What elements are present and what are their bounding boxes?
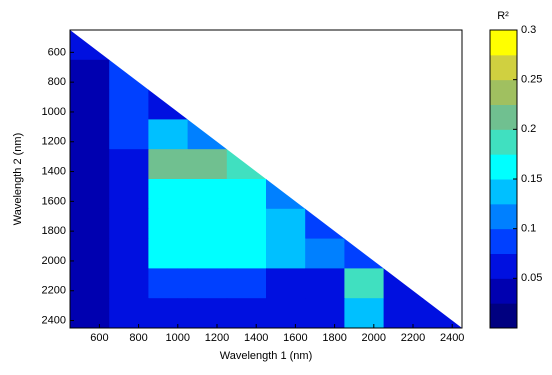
colorbar-segment — [490, 204, 517, 229]
heatmap-cell — [188, 149, 228, 179]
heatmap-cell — [109, 119, 149, 149]
colorbar-segment — [490, 179, 517, 204]
heatmap-cell — [188, 239, 228, 269]
colorbar-segment — [490, 30, 517, 55]
colorbar-tick-label: 0.15 — [521, 173, 542, 185]
colorbar-segment — [490, 303, 517, 328]
y-tick-label: 2200 — [42, 285, 66, 297]
heatmap-cell — [305, 209, 345, 239]
heatmap-cell — [188, 209, 228, 239]
heatmap-cell — [109, 60, 149, 90]
heatmap-cell — [109, 149, 149, 179]
heatmap-cell — [70, 60, 110, 90]
heatmap-cell — [188, 119, 228, 149]
heatmap-cell — [109, 239, 149, 269]
heatmap-cell — [344, 298, 384, 328]
heatmap-cell — [266, 209, 306, 239]
heatmap-cell — [188, 298, 228, 328]
colorbar-tick-label: 0.1 — [521, 223, 536, 235]
heatmap-cell — [148, 268, 188, 298]
x-tick-label: 1200 — [205, 332, 229, 344]
heatmap-cell — [148, 90, 188, 120]
heatmap-cell — [227, 298, 267, 328]
heatmap-cell — [227, 149, 267, 179]
x-tick-label: 1000 — [166, 332, 190, 344]
x-tick-label: 2400 — [440, 332, 464, 344]
heatmap-cell — [344, 239, 384, 269]
y-tick-label: 1200 — [42, 136, 66, 148]
x-tick-label: 2200 — [401, 332, 425, 344]
y-tick-label: 800 — [48, 76, 66, 88]
heatmap-cell — [305, 268, 345, 298]
heatmap — [70, 30, 463, 329]
heatmap-cell — [70, 209, 110, 239]
chart: Wavelength 1 (nm) Wavelength 2 (nm) R² 6… — [0, 0, 552, 370]
heatmap-cell — [109, 209, 149, 239]
heatmap-cell — [266, 239, 306, 269]
x-tick-label: 600 — [90, 332, 108, 344]
heatmap-cell — [148, 209, 188, 239]
heatmap-cell — [148, 149, 188, 179]
heatmap-cell — [227, 268, 267, 298]
colorbar-segment — [490, 129, 517, 154]
heatmap-cell — [70, 239, 110, 269]
y-tick-label: 2400 — [42, 314, 66, 326]
heatmap-cell — [188, 179, 228, 209]
heatmap-cell — [188, 268, 228, 298]
y-tick-label: 1400 — [42, 165, 66, 177]
x-tick-label: 1600 — [283, 332, 307, 344]
heatmap-cell — [305, 298, 345, 328]
colorbar-label: R² — [497, 10, 509, 22]
heatmap-cell — [109, 268, 149, 298]
heatmap-cell — [109, 179, 149, 209]
heatmap-cell — [70, 179, 110, 209]
heatmap-cell — [305, 239, 345, 269]
y-tick-label: 2000 — [42, 255, 66, 267]
y-tick-label: 600 — [48, 46, 66, 58]
heatmap-cell — [227, 179, 267, 209]
heatmap-cell — [109, 298, 149, 328]
colorbar-segment — [490, 55, 517, 80]
heatmap-cell — [423, 298, 463, 328]
heatmap-cell — [109, 90, 149, 120]
y-axis-label: Wavelength 2 (nm) — [12, 133, 24, 226]
colorbar-segment — [490, 154, 517, 179]
heatmap-cell — [70, 119, 110, 149]
heatmap-cell — [266, 298, 306, 328]
colorbar-segment — [490, 105, 517, 130]
heatmap-cell — [148, 179, 188, 209]
colorbar-segment — [490, 278, 517, 303]
x-tick-label: 2000 — [362, 332, 386, 344]
x-axis-label: Wavelength 1 (nm) — [220, 350, 313, 362]
x-tick-label: 1400 — [244, 332, 268, 344]
colorbar-segment — [490, 254, 517, 279]
heatmap-cell — [227, 239, 267, 269]
heatmap-cell — [344, 268, 384, 298]
heatmap-cell — [70, 149, 110, 179]
heatmap-cell — [70, 90, 110, 120]
heatmap-cell — [227, 209, 267, 239]
x-tick-label: 1800 — [322, 332, 346, 344]
heatmap-cell — [70, 298, 110, 328]
heatmap-cell — [148, 119, 188, 149]
colorbar-tick-label: 0.2 — [521, 123, 536, 135]
colorbar-tick-label: 0.3 — [521, 24, 536, 36]
heatmap-cell — [384, 268, 424, 298]
heatmap-cell — [266, 179, 306, 209]
colorbar-segment — [490, 80, 517, 105]
heatmap-cell — [384, 298, 424, 328]
y-tick-label: 1000 — [42, 106, 66, 118]
heatmap-cell — [70, 268, 110, 298]
x-tick-label: 800 — [129, 332, 147, 344]
heatmap-cell — [266, 268, 306, 298]
y-tick-label: 1800 — [42, 225, 66, 237]
heatmap-cell — [148, 239, 188, 269]
y-tick-label: 1600 — [42, 195, 66, 207]
heatmap-cell — [70, 30, 110, 60]
colorbar-tick-label: 0.25 — [521, 74, 542, 86]
colorbar-segment — [490, 229, 517, 254]
heatmap-cell — [148, 298, 188, 328]
colorbar-tick-label: 0.05 — [521, 272, 542, 284]
